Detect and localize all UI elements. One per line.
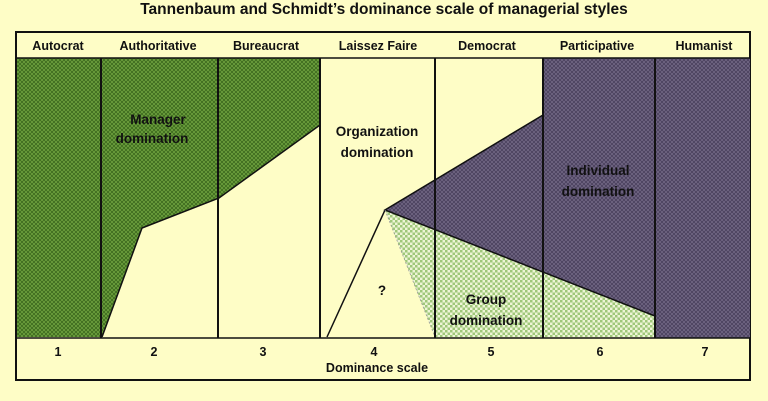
scale-number-3: 3 (260, 345, 267, 359)
manager-label-line1: Manager (130, 112, 186, 127)
organization-label-line1: Organization (336, 124, 419, 139)
column-header-6: Participative (560, 39, 634, 53)
column-header-1: Autocrat (32, 39, 84, 53)
unknown-boundary-line (326, 209, 386, 338)
column-header-3: Bureaucrat (233, 39, 300, 53)
organization-label-line2: domination (341, 145, 414, 160)
group-domination-region (385, 210, 655, 337)
individual-label-line2: domination (562, 184, 635, 199)
group-label-line2: domination (450, 313, 523, 328)
manager-domination-region (17, 58, 320, 337)
diagram-title: Tannenbaum and Schmidt’s dominance scale… (140, 1, 628, 18)
column-header-2: Authoritative (119, 39, 196, 53)
scale-number-6: 6 (597, 345, 604, 359)
individual-label-line1: Individual (566, 163, 629, 178)
column-headers: Autocrat Authoritative Bureaucrat Laisse… (32, 39, 733, 53)
scale-number-4: 4 (371, 345, 378, 359)
scale-numbers: 1 2 3 4 5 6 7 (55, 345, 709, 359)
scale-number-2: 2 (151, 345, 158, 359)
group-label-line1: Group (466, 292, 507, 307)
column-header-4: Laissez Faire (339, 39, 418, 53)
scale-number-7: 7 (702, 345, 709, 359)
scale-number-1: 1 (55, 345, 62, 359)
manager-boundary-line (101, 124, 321, 338)
column-header-7: Humanist (676, 39, 734, 53)
scale-number-5: 5 (488, 345, 495, 359)
group-boundary-line (384, 209, 436, 338)
column-dividers (100, 58, 656, 338)
individual-domination-region (385, 58, 750, 338)
dominance-scale-label: Dominance scale (326, 361, 428, 375)
column-header-5: Democrat (458, 39, 516, 53)
unknown-region-label: ? (378, 283, 386, 298)
manager-label-line2: domination (116, 131, 189, 146)
